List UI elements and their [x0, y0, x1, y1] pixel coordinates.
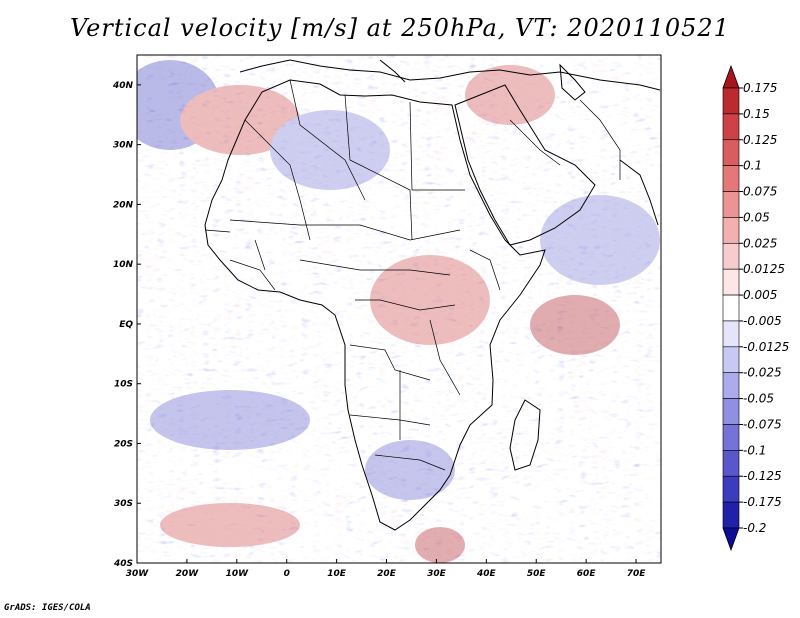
colorbar-label: -0.2: [743, 521, 766, 535]
colorbar-segment: [722, 372, 740, 399]
colorbar-label: 0.125: [743, 133, 777, 147]
lat-tick-label: 30N: [113, 141, 134, 151]
lon-tick-label: 10E: [327, 569, 347, 579]
colorbar-segment: [722, 501, 740, 529]
lon-tick-label: 70E: [627, 569, 647, 579]
colorbar-segment: [722, 320, 740, 348]
chart-title: Vertical velocity [m/s] at 250hPa, VT: 2…: [70, 14, 730, 42]
colorbar-segment: [722, 398, 740, 425]
colorbar-max-arrow: [722, 64, 740, 89]
colorbar-label: -0.175: [743, 495, 782, 509]
colorbar-label: -0.005: [743, 314, 782, 328]
lat-tick-label: 20N: [113, 200, 134, 210]
lat-tick-label: 20S: [114, 439, 133, 449]
colorbar-label: 0.15: [743, 107, 770, 121]
lat-tick-label: 40S: [113, 559, 133, 569]
colorbar-segment: [722, 475, 740, 503]
lat-tick-label: EQ: [119, 320, 133, 330]
lon-tick-label: 60E: [577, 569, 597, 579]
colorbar-label: -0.1: [743, 443, 766, 457]
coastlines: [204, 59, 661, 531]
colorbar-segment: [722, 242, 740, 270]
colorbar-label: -0.0125: [743, 340, 789, 354]
colorbar-segment: [722, 217, 740, 244]
colorbar-label: -0.075: [743, 417, 782, 431]
vertical-velocity-field: [137, 55, 661, 563]
colorbar-segment: [722, 294, 740, 322]
colorbar-label: -0.05: [743, 392, 774, 406]
colorbar-label: 0.175: [743, 81, 777, 95]
lon-tick-label: 30E: [427, 569, 447, 579]
colorbar-label: 0.05: [743, 210, 770, 224]
lon-tick-label: 20E: [377, 569, 397, 579]
colorbar-label: 0.005: [743, 288, 777, 302]
colorbar-segment: [722, 424, 740, 451]
map-frame: [136, 54, 662, 564]
colorbar-segment: [722, 346, 740, 374]
colorbar-label: 0.1: [743, 159, 762, 173]
colorbar: 0.175 0.15 0.125 0.1 0.075 0.05 0.025 0.0125 0.0…: [722, 64, 789, 552]
colorbar-segment: [722, 191, 740, 218]
lat-tick-label: 30S: [114, 499, 133, 509]
colorbar-label: 0.075: [743, 185, 777, 199]
colorbar-label: 0.025: [743, 236, 777, 250]
colorbar-segment: [722, 450, 740, 477]
footer-credit: GrADS: IGES/COLA: [4, 603, 91, 613]
colorbar-label: 0.0125: [743, 262, 785, 276]
country-borders: [204, 79, 621, 471]
colorbar-segment: [722, 113, 740, 141]
lat-tick-label: 10N: [113, 260, 134, 270]
colorbar-segment: [722, 165, 740, 192]
colorbar-segment: [722, 268, 740, 296]
lat-tick-label: 10S: [114, 380, 133, 390]
lat-tick-label: 40N: [112, 81, 134, 91]
lon-tick-label: 30W: [126, 569, 150, 579]
longitude-axis: 30W 20W 10W 0 10E 20E 30E 40E 50E 60E 70E: [126, 559, 646, 579]
colorbar-min-arrow: [722, 527, 740, 552]
lon-tick-label: 50E: [527, 569, 547, 579]
lon-tick-label: 20W: [176, 569, 200, 579]
lon-tick-label: 40E: [476, 569, 497, 579]
colorbar-segment: [722, 87, 740, 115]
lon-tick-label: 0: [284, 569, 290, 579]
colorbar-segment: [722, 139, 740, 166]
latitude-axis: 40N 30N 20N 10N EQ 10S 20S 30S 40S: [112, 81, 141, 569]
lon-tick-label: 10W: [226, 569, 250, 579]
colorbar-label: -0.125: [743, 469, 782, 483]
colorbar-label: -0.025: [743, 366, 782, 380]
